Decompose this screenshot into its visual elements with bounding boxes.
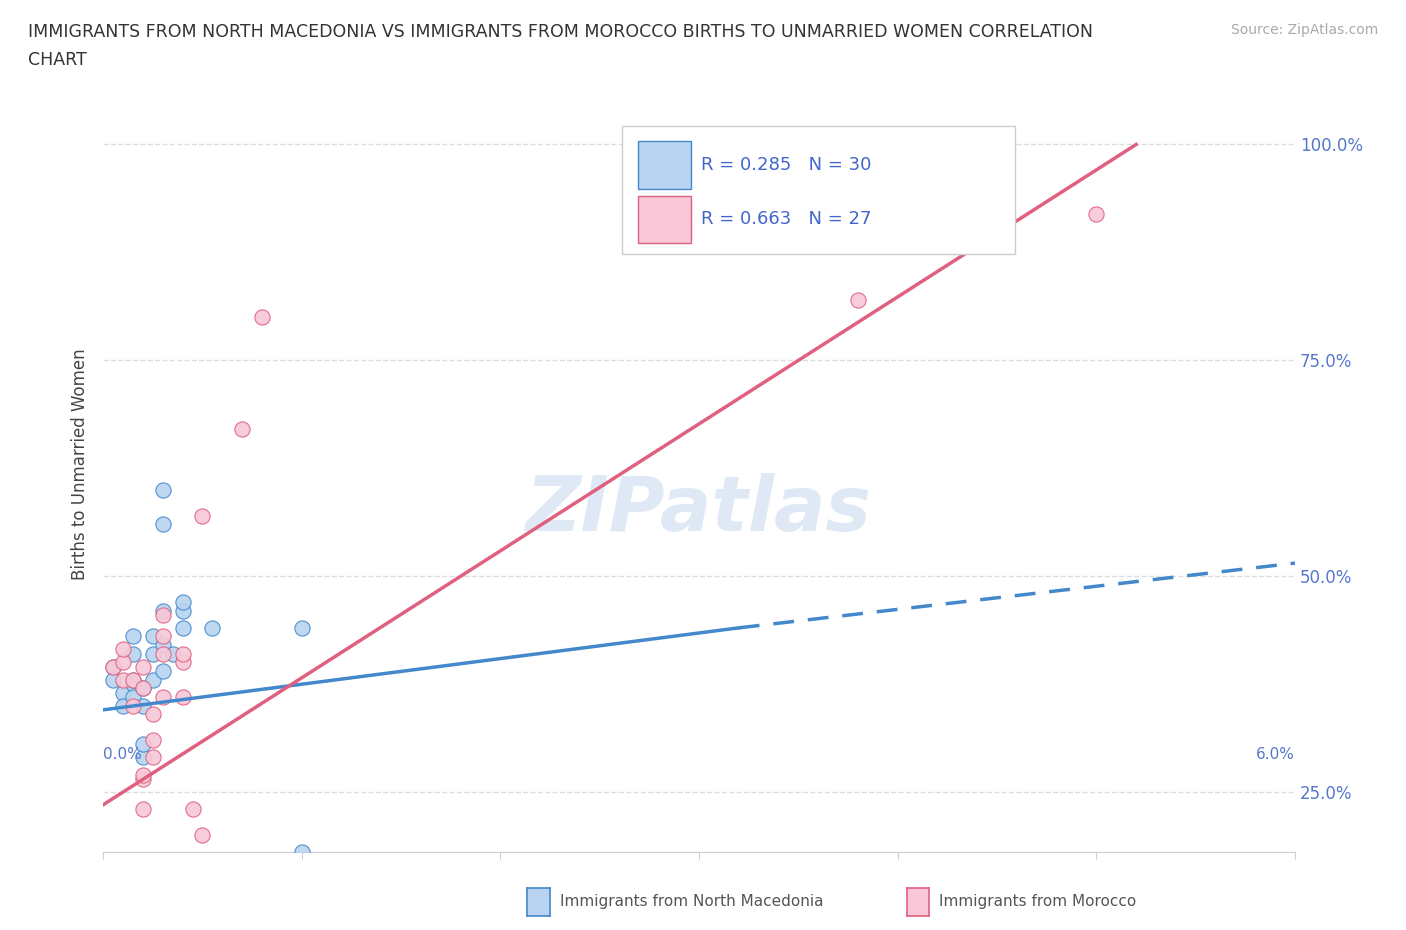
Point: [172, 620, 194, 635]
Point: [132, 767, 155, 782]
Point: [142, 629, 165, 644]
Point: [101, 659, 124, 674]
Point: [172, 689, 194, 704]
Point: [152, 483, 174, 498]
Point: [152, 629, 174, 644]
Point: [152, 607, 174, 622]
Point: [142, 733, 165, 748]
Point: [152, 689, 174, 704]
Point: [191, 888, 214, 903]
Text: R = 0.663   N = 27: R = 0.663 N = 27: [702, 210, 872, 228]
Text: IMMIGRANTS FROM NORTH MACEDONIA VS IMMIGRANTS FROM MOROCCO BIRTHS TO UNMARRIED W: IMMIGRANTS FROM NORTH MACEDONIA VS IMMIG…: [28, 23, 1092, 41]
Text: Immigrants from Morocco: Immigrants from Morocco: [939, 894, 1136, 909]
Point: [1085, 206, 1108, 221]
Point: [291, 844, 314, 859]
Point: [142, 707, 165, 722]
Point: [122, 629, 145, 644]
Point: [122, 676, 145, 691]
Point: [142, 750, 165, 764]
Point: [172, 604, 194, 618]
Point: [162, 646, 184, 661]
Point: [191, 508, 214, 523]
Point: [172, 655, 194, 670]
Point: [132, 750, 155, 764]
Point: [201, 620, 224, 635]
Point: [291, 620, 314, 635]
FancyBboxPatch shape: [638, 141, 690, 189]
Point: [191, 828, 214, 843]
Point: [122, 698, 145, 713]
Point: [142, 672, 165, 687]
FancyBboxPatch shape: [621, 126, 1015, 254]
Text: Immigrants from North Macedonia: Immigrants from North Macedonia: [560, 894, 823, 909]
Point: [111, 672, 134, 687]
Point: [122, 689, 145, 704]
Point: [172, 646, 194, 661]
Point: [111, 685, 134, 700]
Point: [152, 646, 174, 661]
Point: [132, 737, 155, 751]
Text: Source: ZipAtlas.com: Source: ZipAtlas.com: [1230, 23, 1378, 37]
Point: [181, 802, 204, 817]
Point: [122, 672, 145, 687]
Point: [152, 517, 174, 532]
Point: [152, 638, 174, 653]
Point: [122, 646, 145, 661]
Point: [231, 422, 253, 437]
Text: ZIPatlas: ZIPatlas: [526, 473, 872, 548]
FancyBboxPatch shape: [638, 196, 690, 244]
Point: [132, 681, 155, 696]
Y-axis label: Births to Unmarried Women: Births to Unmarried Women: [72, 348, 89, 579]
Point: [152, 604, 174, 618]
Point: [111, 655, 134, 670]
Text: CHART: CHART: [28, 51, 87, 69]
Point: [846, 292, 869, 307]
Point: [101, 659, 124, 674]
Text: R = 0.285   N = 30: R = 0.285 N = 30: [702, 156, 872, 174]
Point: [132, 659, 155, 674]
Point: [172, 594, 194, 609]
Point: [132, 772, 155, 787]
Point: [122, 672, 145, 687]
Point: [152, 664, 174, 679]
Point: [271, 862, 294, 877]
Point: [250, 310, 273, 325]
Point: [132, 698, 155, 713]
Point: [132, 681, 155, 696]
Point: [111, 698, 134, 713]
Text: 0.0%: 0.0%: [103, 748, 142, 763]
Point: [142, 646, 165, 661]
Point: [111, 642, 134, 657]
Point: [101, 672, 124, 687]
Text: 6.0%: 6.0%: [1256, 748, 1295, 763]
Point: [132, 802, 155, 817]
